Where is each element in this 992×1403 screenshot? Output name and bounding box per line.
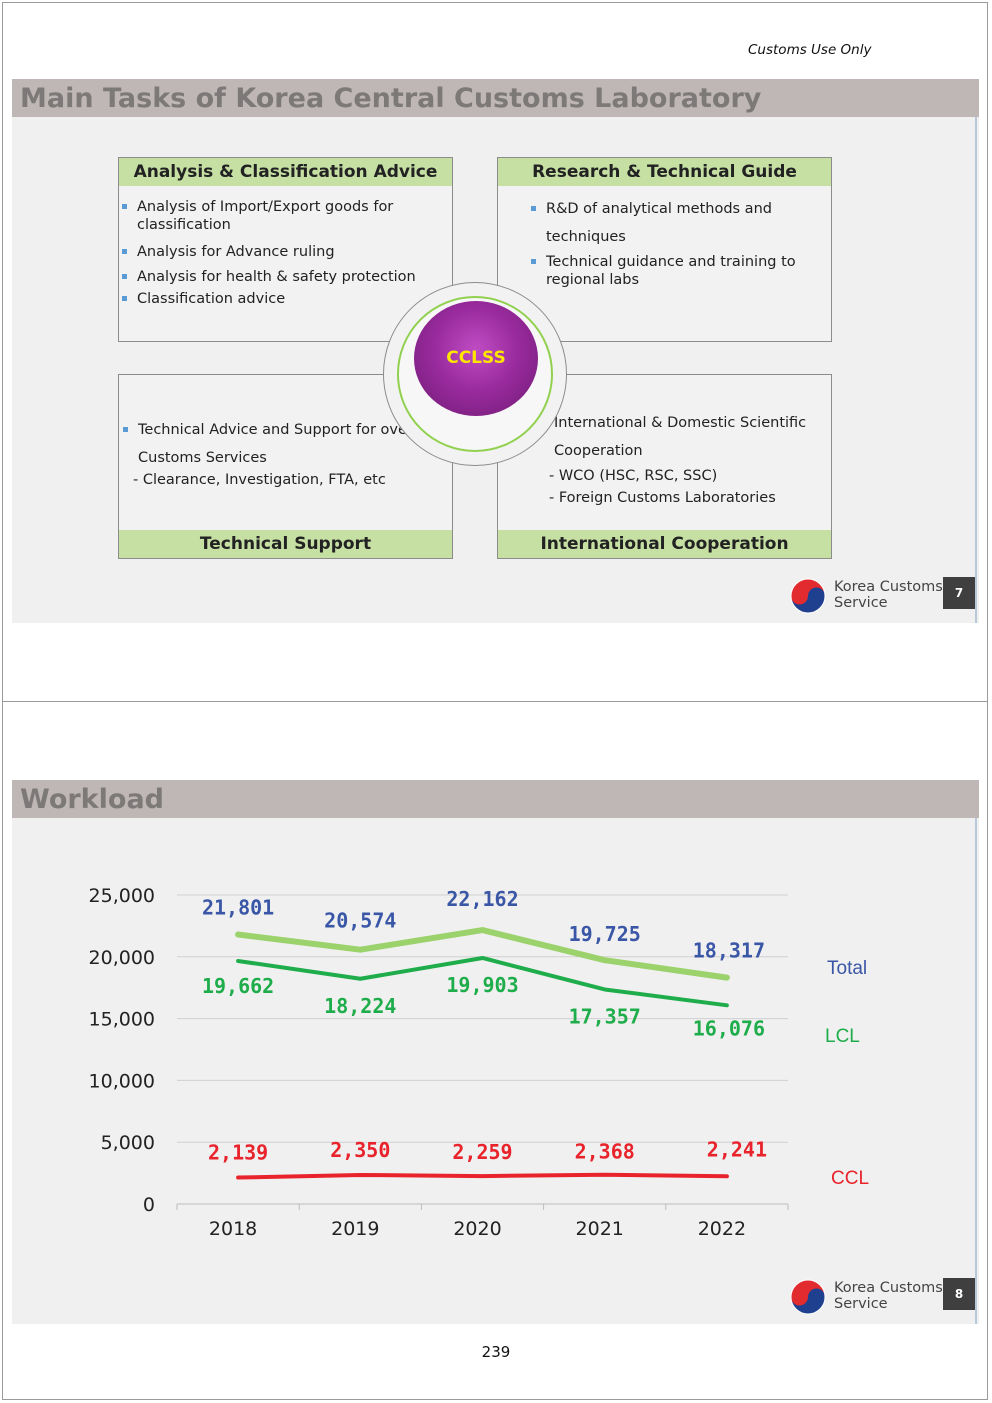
list-item: Classification advice xyxy=(122,290,422,308)
bullet-icon xyxy=(123,427,128,432)
item-list: Analysis of Import/Export goods for clas… xyxy=(122,198,422,308)
bullet-icon xyxy=(122,249,127,254)
cclss-center-circle: CCLSS xyxy=(414,301,538,416)
list-item: regional labs xyxy=(546,272,640,288)
customs-use-only-note: Customs Use Only xyxy=(748,42,872,58)
list-item: R&D of analytical methods and xyxy=(531,200,821,218)
x-tick-label: 2020 xyxy=(453,1218,501,1240)
y-tick-label: 5,000 xyxy=(101,1132,155,1154)
slide-title: Workload xyxy=(20,784,164,815)
box-title: International Cooperation xyxy=(498,530,831,558)
list-item: Technical Advice and Support for overall xyxy=(123,421,443,439)
y-tick-label: 25,000 xyxy=(89,885,155,907)
list-item: classification xyxy=(137,217,231,233)
list-item: Analysis of Import/Export goods for xyxy=(122,198,422,216)
slide-edge-line xyxy=(975,818,977,1324)
box-title: Analysis & Classification Advice xyxy=(119,158,452,186)
x-tick-label: 2018 xyxy=(209,1218,257,1240)
korea-customs-logo: Korea Customs Service xyxy=(790,1277,950,1319)
x-tick-label: 2019 xyxy=(331,1218,379,1240)
data-label: 20,574 xyxy=(324,909,396,933)
technical-support-box: Technical Advice and Support for overall… xyxy=(118,374,453,559)
x-tick-label: 2022 xyxy=(698,1218,746,1240)
y-tick-label: 20,000 xyxy=(89,947,155,969)
series-line-ccl xyxy=(236,1172,729,1180)
international-cooperation-box: International & Domestic Scientific Coop… xyxy=(497,374,832,559)
box-title: Technical Support xyxy=(119,530,452,558)
data-label: 2,241 xyxy=(707,1137,767,1161)
item-list: Technical Advice and Support for overall… xyxy=(123,421,443,489)
list-item: - WCO (HSC, RSC, SSC) xyxy=(549,468,718,484)
analysis-classification-box: Analysis & Classification Advice Analysi… xyxy=(118,157,453,342)
bullet-icon xyxy=(531,259,536,264)
series-line-total xyxy=(235,927,730,981)
list-item: - Clearance, Investigation, FTA, etc xyxy=(133,472,386,488)
bullet-icon xyxy=(122,274,127,279)
y-tick-label: 10,000 xyxy=(89,1070,155,1092)
center-label: CCLSS xyxy=(446,348,506,368)
list-item: Technical guidance and training to xyxy=(531,253,821,271)
data-label: 2,139 xyxy=(208,1141,268,1165)
taegeuk-emblem-icon xyxy=(790,578,826,614)
legend-entry-ccl: CCL xyxy=(831,1168,869,1189)
slide-page-number: 7 xyxy=(943,577,975,609)
data-label: 2,350 xyxy=(330,1138,390,1162)
data-label: 17,357 xyxy=(569,1004,641,1028)
slide-workload: Workload 25,000 20,000 15,000 10,000 5,000 0 2… xyxy=(12,780,979,1324)
data-label: 19,725 xyxy=(569,922,641,946)
list-item: techniques xyxy=(546,229,626,245)
data-label: 18,317 xyxy=(693,939,765,963)
item-list: International & Domestic Scientific Coop… xyxy=(537,414,829,507)
research-technical-box: Research & Technical Guide R&D of analyt… xyxy=(497,157,832,342)
legend-entry-lcl: LCL xyxy=(825,1026,860,1047)
list-item: Analysis for health & safety protection xyxy=(122,268,422,286)
item-list: R&D of analytical methods and techniques… xyxy=(531,200,821,289)
slide-title: Main Tasks of Korea Central Customs Labo… xyxy=(20,83,762,114)
y-tick-label: 0 xyxy=(143,1194,155,1216)
korea-customs-logo: Korea Customs Service xyxy=(790,576,950,618)
page-divider xyxy=(2,701,988,702)
bullet-icon xyxy=(122,296,127,301)
bullet-icon xyxy=(531,206,536,211)
box-title: Research & Technical Guide xyxy=(498,158,831,186)
logo-text: Korea Customs Service xyxy=(834,1280,943,1312)
taegeuk-emblem-icon xyxy=(790,1279,826,1315)
y-tick-label: 15,000 xyxy=(89,1009,155,1031)
list-item: - Foreign Customs Laboratories xyxy=(549,490,776,506)
data-label: 21,801 xyxy=(202,896,274,920)
data-label: 22,162 xyxy=(446,887,518,911)
slide-header: Main Tasks of Korea Central Customs Labo… xyxy=(12,79,979,117)
workload-line-chart: 25,000 20,000 15,000 10,000 5,000 0 2018 2019 20… xyxy=(89,885,870,1240)
legend-entry-total: Total xyxy=(827,958,867,979)
list-item: Analysis for Advance ruling xyxy=(122,243,422,261)
bullet-icon xyxy=(122,204,127,209)
list-item: Customs Services xyxy=(138,450,267,466)
data-label: 2,368 xyxy=(575,1140,635,1164)
data-label: 19,662 xyxy=(202,974,274,998)
data-label: 16,076 xyxy=(693,1016,765,1040)
slide-edge-line xyxy=(975,117,977,623)
list-item: Cooperation xyxy=(554,443,643,459)
data-label: 19,903 xyxy=(446,973,518,997)
x-tick-label: 2021 xyxy=(576,1218,624,1240)
slide-header: Workload xyxy=(12,780,979,818)
list-item: International & Domestic Scientific xyxy=(537,414,829,432)
slide-main-tasks: Main Tasks of Korea Central Customs Labo… xyxy=(12,79,979,623)
logo-text: Korea Customs Service xyxy=(834,579,943,611)
series-line-lcl xyxy=(236,955,729,1008)
document-page-number: 239 xyxy=(481,1343,511,1361)
data-label: 18,224 xyxy=(324,994,396,1018)
slide-page-number: 8 xyxy=(943,1278,975,1310)
data-label: 2,259 xyxy=(452,1140,512,1164)
